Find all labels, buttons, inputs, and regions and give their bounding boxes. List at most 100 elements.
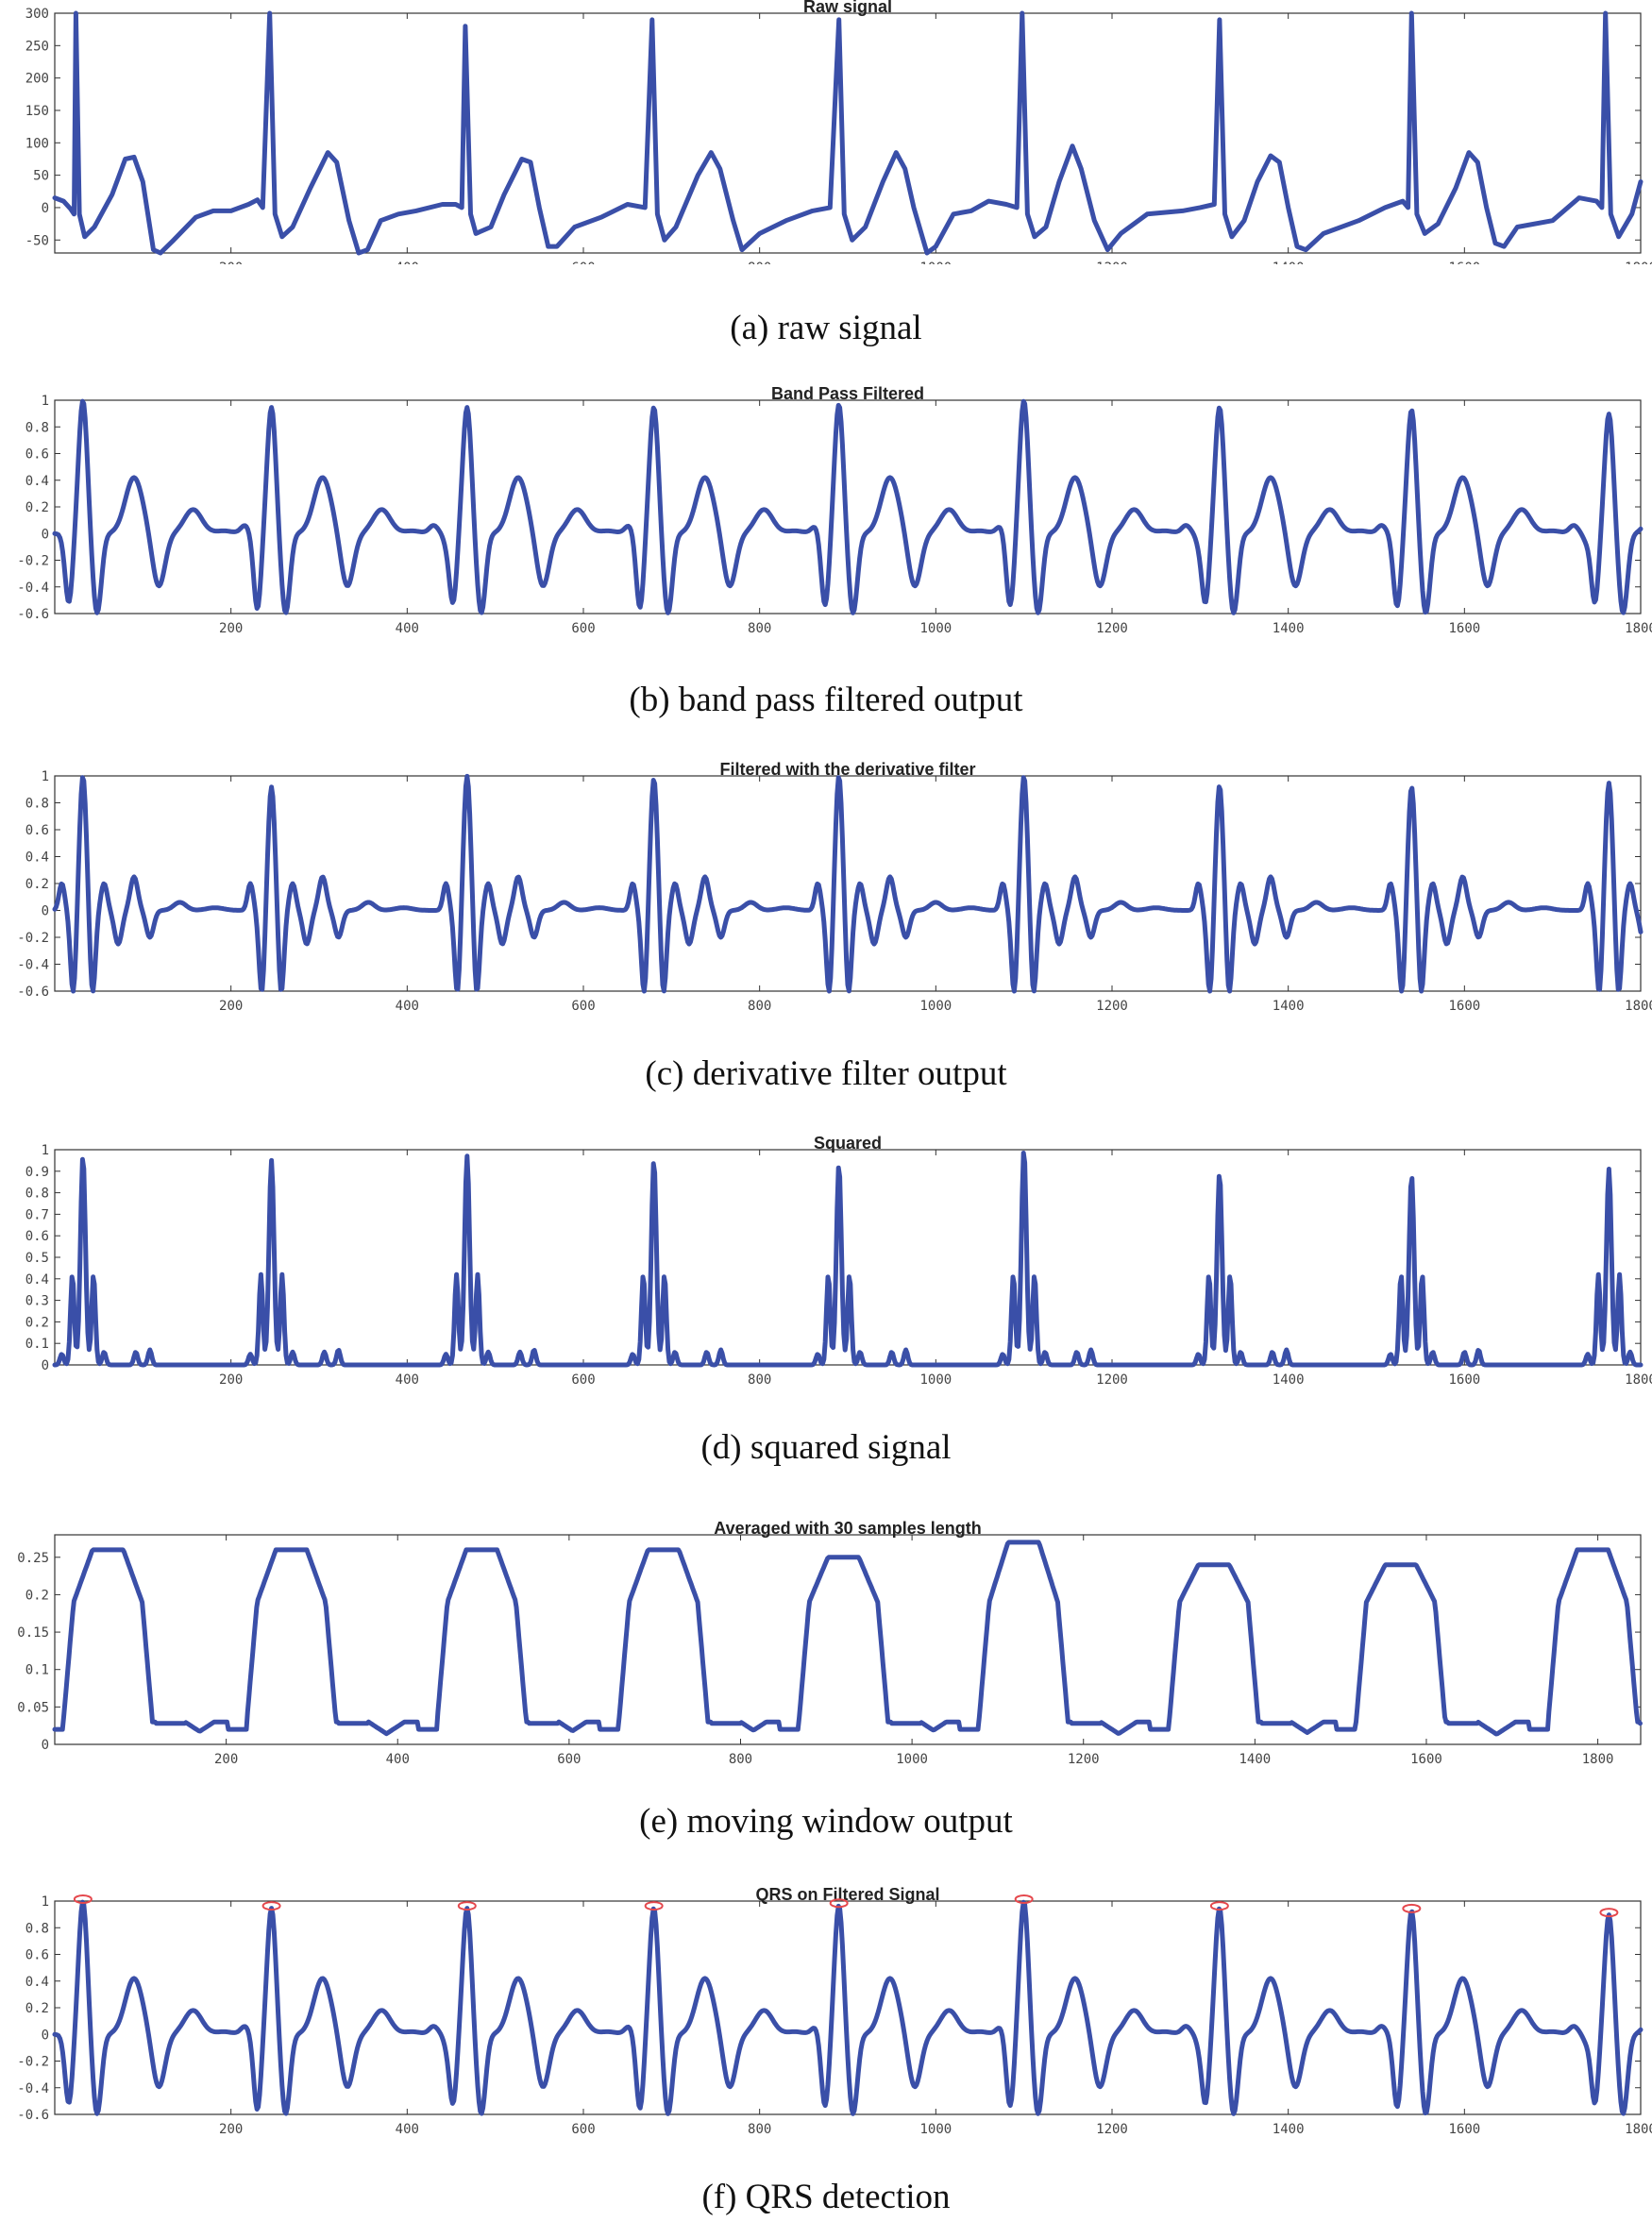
x-tick-label: 1800: [1625, 1372, 1652, 1388]
chart-panel-moving-window: Averaged with 30 samples length 0 0.05 0.1 0…: [0, 1501, 1652, 1784]
y-tick-label: 1: [42, 769, 49, 784]
y-tick-label: -0.4: [17, 958, 49, 973]
x-tick-label: 1600: [1410, 1752, 1442, 1767]
y-tick-label: 0: [42, 527, 49, 542]
chart-panel-band-pass: Band Pass Filtered -0.6 -0.4 -0.2 0 0.2 0.4 0.6…: [0, 378, 1652, 661]
x-tick-label: 200: [219, 1372, 243, 1388]
x-tick-label: 1000: [919, 999, 952, 1014]
x-tick-label: 1400: [1239, 1752, 1271, 1767]
x-tick-label: 1400: [1273, 999, 1305, 1014]
y-tick-label: 0.1: [25, 1663, 49, 1678]
chart-title: Band Pass Filtered: [771, 384, 924, 403]
qrs-peak-marker: [644, 1901, 664, 1911]
plot-frame: [54, 12, 1642, 254]
x-tick-label: 1400: [1273, 1372, 1305, 1388]
y-tick-label: 0.2: [25, 500, 49, 515]
x-tick-label: 1600: [1448, 999, 1480, 1014]
chart-title: Averaged with 30 samples length: [714, 1519, 981, 1538]
y-tick-label: 0.2: [25, 2001, 49, 2016]
y-tick-label: 0.1: [25, 1337, 49, 1352]
x-tick-label: 1200: [1096, 1372, 1128, 1388]
chart-caption: (b) band pass filtered output: [629, 681, 1023, 719]
x-tick-label: 400: [386, 1752, 410, 1767]
y-tick-label: 100: [25, 136, 49, 151]
x-tick-label: 1000: [919, 2122, 952, 2137]
x-tick-label: 1600: [1448, 621, 1480, 636]
x-tick-label: 600: [557, 1752, 581, 1767]
x-tick-label: 200: [214, 1752, 238, 1767]
chart-title: QRS on Filtered Signal: [755, 1885, 939, 1904]
x-tick-label: 200: [219, 621, 243, 636]
x-tick-label: 800: [748, 999, 771, 1014]
y-tick-label: 0: [42, 1738, 49, 1753]
x-tick-label: 1400: [1273, 2122, 1305, 2137]
chart-svg: Filtered with the derivative filter -0.6 -…: [17, 760, 1652, 1014]
y-tick-label: 0.05: [17, 1700, 49, 1715]
y-tick-label: -0.6: [17, 2108, 49, 2123]
signal-line: [52, 10, 1644, 256]
plot-frame: [54, 1534, 1642, 1745]
y-tick-label: -0.2: [17, 2055, 49, 2070]
x-tick-label: 800: [748, 2122, 771, 2137]
signal-line: [52, 1899, 1644, 2116]
x-tick-label: 1200: [1096, 261, 1128, 264]
qrs-peak-marker: [829, 1898, 849, 1909]
x-tick-label: 1600: [1448, 2122, 1480, 2137]
y-tick-label: 0.3: [25, 1294, 49, 1309]
y-tick-label: 0: [42, 201, 49, 216]
x-tick-label: 1000: [919, 621, 952, 636]
chart-svg: QRS on Filtered Signal -0.6 -0.4 -0.2 0 0.2 0.…: [17, 1885, 1652, 2137]
chart-caption: (e) moving window output: [639, 1802, 1013, 1841]
y-tick-label: -0.6: [17, 985, 49, 1000]
y-tick-label: 0.4: [25, 1975, 49, 1990]
chart-panel-derivative: Filtered with the derivative filter -0.6 -…: [0, 753, 1652, 1036]
x-tick-label: 1000: [919, 261, 952, 264]
x-tick-label: 1800: [1625, 2122, 1652, 2137]
x-tick-label: 1600: [1448, 1372, 1480, 1388]
chart-caption: (a) raw signal: [730, 309, 922, 347]
chart-caption: (d) squared signal: [700, 1428, 952, 1467]
x-tick-label: 800: [748, 621, 771, 636]
chart-panel-qrs-detection: QRS on Filtered Signal -0.6 -0.4 -0.2 0 0.2 0.…: [0, 1877, 1652, 2160]
y-tick-label: 150: [25, 104, 49, 119]
y-tick-label: 0.6: [25, 823, 49, 838]
x-tick-label: 1200: [1096, 2122, 1128, 2137]
x-tick-label: 1800: [1625, 621, 1652, 636]
qrs-peak-marker: [1209, 1901, 1229, 1911]
y-tick-label: -0.2: [17, 554, 49, 569]
y-tick-label: 0.5: [25, 1251, 49, 1266]
x-tick-label: 1400: [1273, 261, 1305, 264]
chart-panel-raw-signal: Raw signal -50 0 50 100 150 200 250 300 200 400 600…: [0, 0, 1652, 283]
y-tick-label: 0.4: [25, 850, 49, 866]
x-tick-label: 800: [748, 261, 771, 264]
y-tick-label: 0.8: [25, 420, 49, 435]
chart-title: Squared: [814, 1134, 882, 1153]
qrs-peak-marker: [1402, 1903, 1422, 1913]
y-tick-label: 0.9: [25, 1165, 49, 1180]
chart-title: Filtered with the derivative filter: [719, 760, 975, 779]
y-tick-label: -50: [25, 233, 49, 248]
chart-svg: Band Pass Filtered -0.6 -0.4 -0.2 0 0.2 0.4 0.6…: [17, 384, 1652, 636]
y-tick-label: 0.8: [25, 1187, 49, 1202]
x-tick-label: 1400: [1273, 621, 1305, 636]
y-tick-label: 0.15: [17, 1625, 49, 1641]
x-tick-label: 400: [396, 261, 419, 264]
y-tick-label: 0.4: [25, 474, 49, 489]
y-tick-label: 0.6: [25, 447, 49, 463]
qrs-peak-marker: [1599, 1908, 1619, 1918]
x-tick-label: 1200: [1096, 999, 1128, 1014]
x-tick-label: 600: [571, 621, 595, 636]
qrs-peak-marker: [73, 1894, 93, 1904]
x-tick-label: 1000: [896, 1752, 928, 1767]
y-tick-label: 50: [33, 169, 49, 184]
y-tick-label: 0.7: [25, 1207, 49, 1222]
x-tick-label: 1200: [1068, 1752, 1100, 1767]
y-tick-label: 0: [42, 2028, 49, 2043]
y-tick-label: 0: [42, 1358, 49, 1373]
x-tick-label: 1000: [919, 1372, 952, 1388]
qrs-peak-marker: [261, 1901, 281, 1911]
signal-line: [52, 398, 1644, 615]
x-tick-label: 200: [219, 261, 243, 264]
x-tick-label: 800: [729, 1752, 752, 1767]
